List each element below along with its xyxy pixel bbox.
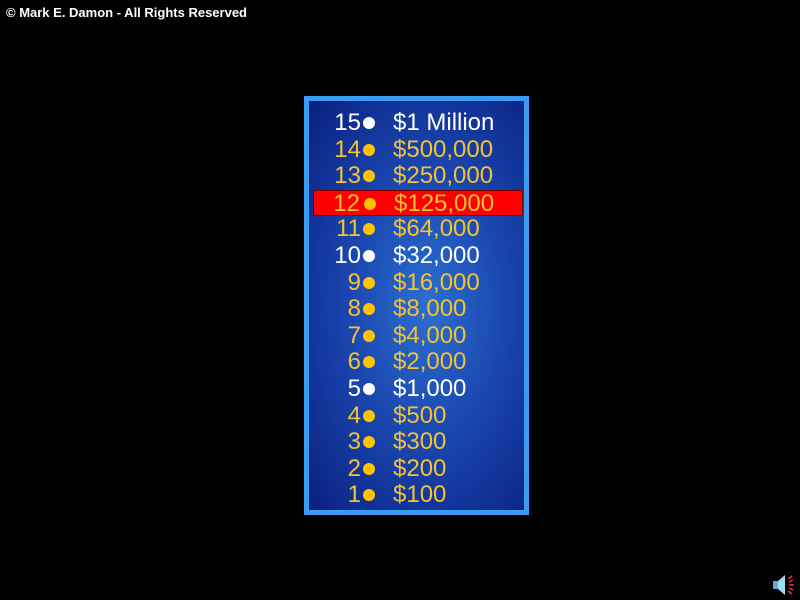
ladder-row-5: 5 $1,000: [313, 376, 523, 402]
prize-amount: $500,000: [393, 135, 494, 163]
prize-amount: $125,000: [394, 189, 495, 217]
bullet-icon: [363, 143, 375, 156]
level-number: 12: [333, 189, 360, 217]
prize-amount: $16,000: [393, 268, 480, 296]
prize-amount: $2,000: [393, 348, 467, 376]
level-number: 14: [334, 135, 361, 163]
speaker-icon[interactable]: [770, 572, 798, 598]
prize-amount: $4,000: [393, 321, 467, 349]
ladder-row-8: 8 $8,000: [313, 296, 523, 322]
bullet-icon: [363, 223, 375, 236]
level-number: 9: [347, 268, 361, 296]
level-number: 8: [347, 295, 361, 323]
ladder-row-3: 3 $300: [313, 429, 523, 455]
bullet-icon: [363, 170, 375, 183]
ladder-row-4: 4 $500: [313, 401, 523, 429]
ladder-row-6: 6 $2,000: [313, 349, 523, 375]
ladder-row-14: 14 $500,000: [313, 135, 523, 163]
prize-amount: $32,000: [393, 242, 480, 269]
level-number: 11: [336, 215, 361, 243]
bullet-icon: [363, 462, 375, 475]
prize-amount: $1,000: [393, 375, 467, 402]
prize-amount: $250,000: [393, 162, 494, 190]
level-number: 4: [347, 401, 361, 429]
ladder-row-1: 1 $100: [313, 482, 523, 508]
level-number: 10: [334, 242, 361, 269]
prize-amount: $1 Million: [393, 109, 495, 136]
bullet-icon: [363, 356, 375, 369]
level-number: 2: [347, 454, 361, 482]
ladder-row-9: 9 $16,000: [313, 268, 523, 296]
bullet-icon: [363, 303, 375, 316]
bullet-icon: [363, 409, 375, 422]
prize-amount: $200: [393, 454, 447, 482]
money-ladder: 15 $1 Million 14 $500,000 13 $250,000 12 $125,0…: [304, 96, 529, 515]
bullet-icon: [363, 436, 375, 449]
level-number: 13: [334, 162, 361, 190]
bullet-icon: [363, 329, 375, 342]
copyright-text: © Mark E. Damon - All Rights Reserved: [6, 5, 247, 20]
prize-amount: $500: [393, 401, 447, 429]
bullet-icon: [364, 197, 376, 210]
ladder-row-13: 13 $250,000: [313, 163, 523, 189]
bullet-icon: [363, 250, 375, 262]
ladder-row-2: 2 $200: [313, 454, 523, 482]
ladder-row-11: 11 $64,000: [313, 216, 523, 242]
prize-amount: $8,000: [393, 295, 467, 323]
bullet-icon: [363, 383, 375, 395]
level-number: 5: [347, 375, 361, 402]
prize-amount: $300: [393, 428, 447, 456]
ladder-row-12: 12 $125,000: [313, 189, 523, 217]
level-number: 6: [347, 348, 361, 376]
bullet-icon: [363, 489, 375, 502]
prize-amount: $64,000: [393, 215, 480, 243]
level-number: 15: [334, 109, 361, 136]
ladder-row-7: 7 $4,000: [313, 321, 523, 349]
ladder-row-10: 10 $32,000: [313, 243, 523, 269]
prize-amount: $100: [393, 481, 447, 509]
ladder-row-15: 15 $1 Million: [313, 110, 523, 136]
level-number: 7: [347, 321, 361, 349]
level-number: 1: [347, 481, 361, 509]
bullet-icon: [363, 117, 375, 129]
level-number: 3: [347, 428, 361, 456]
bullet-icon: [363, 276, 375, 289]
